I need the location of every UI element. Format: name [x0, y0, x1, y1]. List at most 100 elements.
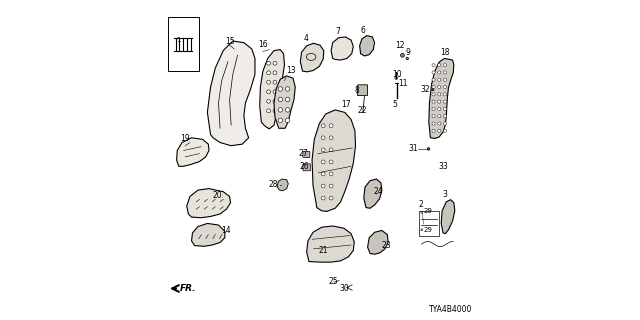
Polygon shape — [364, 179, 382, 208]
Text: 4: 4 — [303, 34, 308, 43]
Circle shape — [432, 85, 435, 89]
Text: 33: 33 — [438, 163, 448, 172]
Circle shape — [438, 71, 441, 74]
Polygon shape — [177, 138, 209, 166]
Text: FR.: FR. — [180, 284, 196, 293]
Text: 3: 3 — [443, 190, 448, 199]
Circle shape — [438, 129, 441, 132]
Text: 10: 10 — [392, 70, 402, 79]
FancyBboxPatch shape — [357, 85, 367, 96]
Circle shape — [329, 196, 333, 200]
Circle shape — [321, 124, 325, 128]
Circle shape — [444, 71, 447, 74]
Circle shape — [278, 118, 283, 123]
Polygon shape — [207, 41, 255, 146]
Circle shape — [267, 100, 271, 103]
Circle shape — [278, 108, 283, 112]
Circle shape — [267, 80, 271, 84]
Polygon shape — [360, 36, 374, 56]
Polygon shape — [187, 188, 230, 218]
Text: 29: 29 — [423, 227, 432, 233]
Text: 14: 14 — [221, 226, 231, 235]
Circle shape — [444, 115, 447, 118]
Text: 27: 27 — [299, 149, 308, 158]
Text: 32: 32 — [420, 85, 430, 94]
Text: 22: 22 — [357, 106, 367, 115]
Circle shape — [321, 136, 325, 140]
Text: 23: 23 — [382, 241, 392, 250]
Circle shape — [444, 64, 447, 67]
Text: 1: 1 — [177, 36, 181, 43]
Circle shape — [438, 64, 441, 67]
Circle shape — [329, 184, 333, 188]
Text: 9: 9 — [406, 48, 410, 57]
Circle shape — [432, 71, 435, 74]
Polygon shape — [260, 50, 284, 129]
Text: 5: 5 — [392, 100, 397, 109]
Text: 8: 8 — [355, 86, 359, 95]
Circle shape — [444, 129, 447, 132]
Polygon shape — [307, 226, 355, 262]
Text: TYA4B4000: TYA4B4000 — [429, 305, 472, 314]
Circle shape — [444, 93, 447, 96]
FancyBboxPatch shape — [168, 17, 200, 71]
Text: 19: 19 — [180, 133, 190, 142]
Text: 24: 24 — [374, 187, 383, 196]
Circle shape — [285, 97, 290, 102]
FancyBboxPatch shape — [303, 151, 310, 157]
Circle shape — [432, 93, 435, 96]
Text: 21: 21 — [319, 246, 328, 255]
Text: 13: 13 — [287, 66, 296, 75]
Circle shape — [273, 109, 277, 113]
Text: 29: 29 — [423, 208, 432, 214]
Text: 12: 12 — [396, 41, 405, 50]
Circle shape — [432, 115, 435, 118]
Circle shape — [321, 172, 325, 176]
Text: 7: 7 — [335, 27, 340, 36]
Circle shape — [273, 71, 277, 75]
Text: 30: 30 — [340, 284, 349, 293]
Polygon shape — [429, 59, 454, 139]
Ellipse shape — [432, 89, 434, 91]
Circle shape — [321, 196, 325, 200]
Text: 17: 17 — [342, 100, 351, 109]
Polygon shape — [300, 43, 324, 72]
Circle shape — [267, 90, 271, 94]
Ellipse shape — [406, 57, 408, 60]
Polygon shape — [277, 179, 288, 191]
Circle shape — [329, 136, 333, 140]
Polygon shape — [441, 200, 455, 234]
Circle shape — [444, 85, 447, 89]
Circle shape — [329, 172, 333, 176]
Circle shape — [278, 97, 283, 102]
Circle shape — [432, 100, 435, 103]
Circle shape — [438, 122, 441, 125]
Circle shape — [444, 107, 447, 110]
Text: 26: 26 — [300, 163, 309, 172]
Circle shape — [432, 129, 435, 132]
FancyBboxPatch shape — [303, 164, 310, 171]
Circle shape — [438, 107, 441, 110]
Circle shape — [329, 124, 333, 128]
Text: 2: 2 — [419, 200, 424, 209]
Circle shape — [273, 61, 277, 65]
Circle shape — [438, 115, 441, 118]
Circle shape — [273, 90, 277, 94]
Text: 20: 20 — [212, 191, 221, 200]
Circle shape — [444, 78, 447, 81]
Polygon shape — [312, 110, 356, 212]
Circle shape — [438, 85, 441, 89]
Text: 31: 31 — [408, 144, 418, 153]
Polygon shape — [191, 223, 225, 246]
Circle shape — [278, 87, 283, 91]
Text: 15: 15 — [225, 37, 234, 46]
Circle shape — [438, 100, 441, 103]
Circle shape — [444, 122, 447, 125]
Ellipse shape — [428, 148, 429, 150]
Text: 6: 6 — [360, 26, 365, 35]
Circle shape — [285, 87, 290, 91]
Text: 11: 11 — [399, 79, 408, 88]
Circle shape — [267, 109, 271, 113]
Circle shape — [267, 61, 271, 65]
Text: 25: 25 — [329, 277, 339, 286]
